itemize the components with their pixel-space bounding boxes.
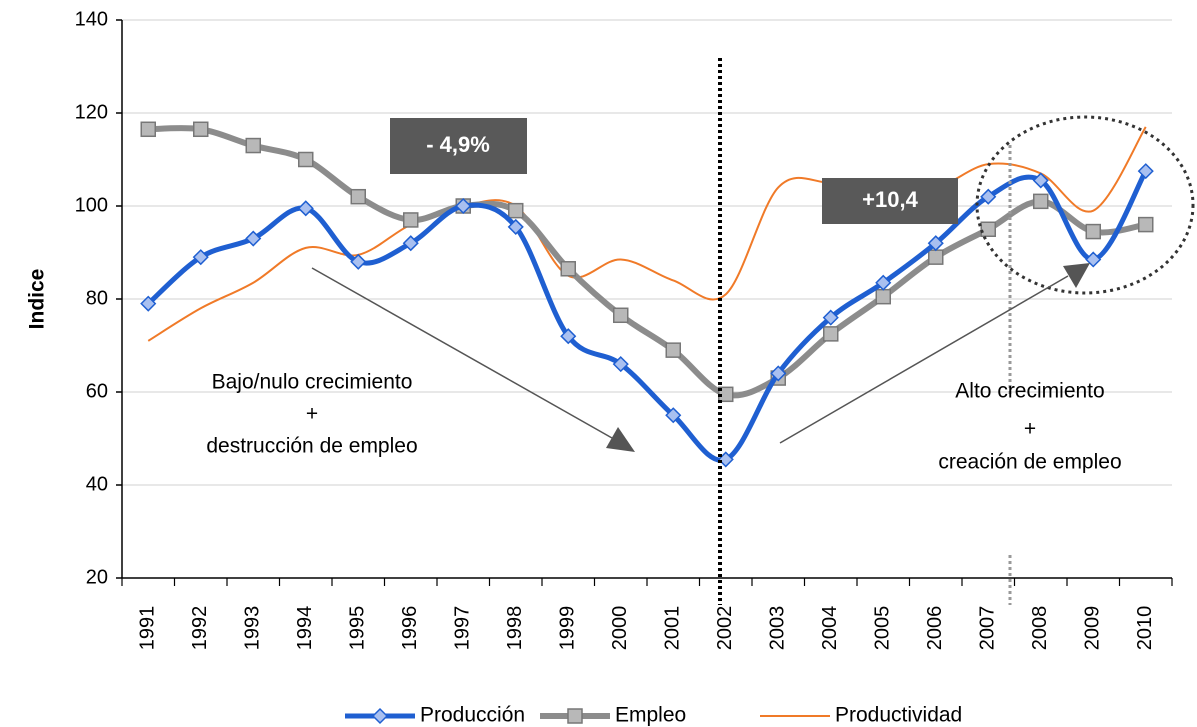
y-tick-label: 140 [75,8,108,30]
marker [1137,163,1154,180]
x-tick-label: 1991 [137,606,159,651]
marker [875,274,892,291]
y-tick-label: 20 [86,566,108,588]
x-tick-label: 1994 [294,606,316,651]
x-tick-label: 1997 [452,606,474,651]
marker [140,295,157,312]
marker [822,309,839,326]
x-tick-label: 2004 [819,606,841,651]
decorations [311,58,1195,605]
marker [245,230,262,247]
arrow-head [1063,263,1090,288]
x-tick-label: 2003 [767,606,789,651]
y-tick-label: 120 [75,101,108,123]
annotation-box [390,118,527,174]
marker [717,451,734,468]
marker [980,221,996,237]
marker [507,218,524,235]
marker [508,202,524,219]
marker [298,151,314,168]
marker [770,365,787,382]
marker [560,261,576,277]
arrow-head [606,427,635,452]
marker [1085,251,1102,268]
marker [1033,193,1049,210]
y-tick-label: 80 [86,287,108,309]
marker [403,212,419,228]
marker [245,137,261,154]
x-tick-label: 1998 [504,606,526,651]
annotation: destrucción de empleo [206,435,417,458]
y-axis-label: Indice [26,269,49,330]
y-tick-label: 40 [86,473,108,495]
series-line [148,125,1147,399]
x-tick-label: 2009 [1082,606,1104,651]
highlight-circle [975,115,1195,295]
marker [193,121,209,138]
x-tick-label: 2006 [924,606,946,651]
marker [665,407,682,424]
marker [297,200,314,217]
x-tick-label: 2002 [714,606,736,651]
marker [350,188,366,205]
marker [140,121,156,138]
marker [980,188,997,205]
x-tick-label: 2001 [662,606,684,651]
marker [560,328,577,345]
annotation: creación de empleo [938,451,1121,474]
x-tick-label: 2005 [872,606,894,651]
annotation: + [306,403,318,426]
marker [192,249,209,266]
marker [402,235,419,252]
marker [665,342,681,358]
x-tick-label: 2010 [1134,606,1156,651]
annotation-box-label: +10,4 [862,187,918,212]
series-line [146,169,1148,463]
legend-marker [371,707,389,725]
marker [823,326,839,342]
legend-marker [567,708,583,724]
x-tick-label: 1992 [189,606,211,651]
marker [613,307,629,324]
marker [1032,172,1049,189]
marker [1138,216,1154,233]
x-tick-label: 1993 [242,606,264,651]
marker [927,235,944,252]
marker [875,288,891,305]
x-tick-label: 1995 [347,606,369,651]
annotation: Bajo/nulo crecimiento [212,371,413,394]
legend-label: Producción [420,704,525,727]
x-tick-label: 1999 [557,606,579,651]
marker [612,356,629,373]
annotation-box-label: - 4,9% [426,132,490,157]
x-tick-label: 2000 [609,606,631,651]
legend-label: Productividad [835,704,962,727]
x-tick-label: 2007 [977,606,999,651]
marker [928,249,944,265]
x-tick-label: 1996 [399,606,421,651]
annotation: + [1024,418,1036,441]
marker [455,197,472,215]
arrow [779,275,1069,444]
annotation: Alto crecimiento [955,380,1104,403]
legend-label: Empleo [615,704,686,727]
arrow [311,267,613,439]
y-tick-label: 100 [75,194,108,216]
x-tick-label: 2008 [1029,606,1051,651]
marker [350,253,367,270]
marker [1085,223,1101,240]
annotation-box [822,178,958,224]
y-tick-label: 60 [86,380,108,402]
